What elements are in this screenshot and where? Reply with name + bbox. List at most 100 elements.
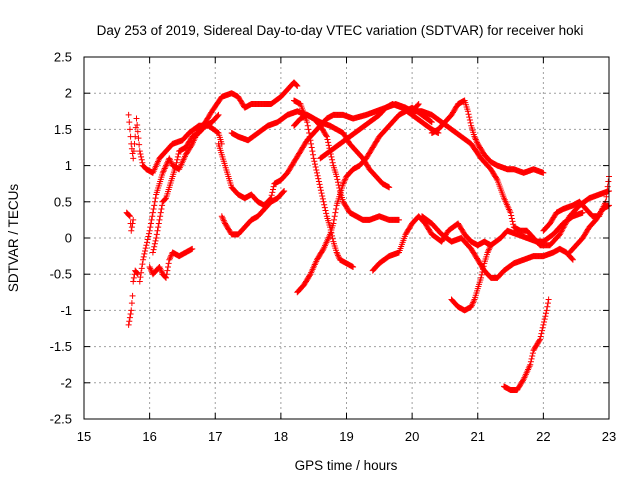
data-point [569,255,576,262]
data-point [149,209,156,216]
data-point [310,155,317,162]
data-point [140,256,147,263]
data-point [150,206,157,213]
data-point [151,198,158,205]
data-point [414,101,421,108]
data-point [543,307,550,314]
data-point [128,307,135,314]
x-tick-label: 19 [339,429,353,444]
data-point [333,206,339,213]
data-point [342,176,349,183]
data-point [386,184,393,191]
data-point [129,220,136,227]
x-tick-label: 23 [602,429,616,444]
data-point [540,321,547,328]
data-point [129,292,136,299]
data-point [464,108,471,115]
data-point [125,111,132,118]
y-tick-label: 0.5 [54,194,72,209]
x-tick-label: 22 [536,429,550,444]
y-tick-label: -0.5 [50,267,72,282]
data-point [151,202,158,209]
data-point [527,358,534,365]
data-point [131,140,138,147]
series-arc-18 [448,242,494,314]
data-point [465,111,472,118]
data-point [310,151,317,158]
y-tick-label: 0 [65,231,72,246]
data-point [330,220,337,227]
data-point [158,206,165,213]
data-point [331,216,338,223]
data-point [134,128,141,135]
series-arc-16 [409,108,612,249]
data-point [168,159,175,166]
data-point [135,135,142,142]
data-point [269,189,276,196]
data-point [334,179,341,186]
data-point [321,201,328,208]
data-point [341,177,348,184]
data-point [333,249,340,256]
data-point [142,245,149,252]
data-point [136,278,143,285]
data-point [174,153,181,160]
data-point [174,156,181,163]
x-tick-label: 15 [77,429,91,444]
data-point [175,151,182,158]
data-point [130,216,137,223]
data-point [161,165,168,172]
data-point [147,266,154,273]
data-point [158,268,165,275]
data-point [144,236,151,243]
data-point [137,151,144,158]
data-point [322,207,329,214]
data-points [123,79,612,394]
data-point [138,269,145,276]
data-point [126,318,133,325]
data-point [163,162,170,169]
data-point [214,112,221,119]
data-point [142,248,149,255]
series-arc-6 [146,245,196,281]
data-point [128,227,135,234]
data-point [155,224,162,231]
data-point [320,198,327,205]
data-point [604,183,611,190]
data-point [313,169,320,176]
series-arc-8 [218,187,288,238]
data-point [152,237,159,244]
data-point [164,267,171,274]
data-point [329,159,336,166]
data-point [153,235,160,241]
data-point [163,271,170,278]
data-point [141,250,148,257]
data-point [153,231,160,238]
data-point [428,119,435,126]
data-point [140,253,147,260]
data-point [467,119,474,126]
data-point [428,118,435,125]
data-point [470,297,477,304]
data-point [473,137,480,144]
data-point [324,136,331,143]
data-point [165,260,172,267]
data-point [145,233,152,240]
data-point [569,256,576,263]
data-point [308,140,315,147]
series-arc-17 [418,213,576,281]
data-point [280,188,287,195]
data-point [139,261,146,268]
data-point [328,229,335,236]
data-point [166,155,173,162]
data-point [318,190,325,197]
data-point [327,227,334,234]
data-point [162,164,169,171]
data-point [312,164,319,171]
data-point [493,175,500,182]
data-point [165,263,171,270]
data-point [319,247,326,254]
chart-title: Day 253 of 2019, Sidereal Day-to-day VTE… [97,23,584,38]
data-point [138,265,145,272]
